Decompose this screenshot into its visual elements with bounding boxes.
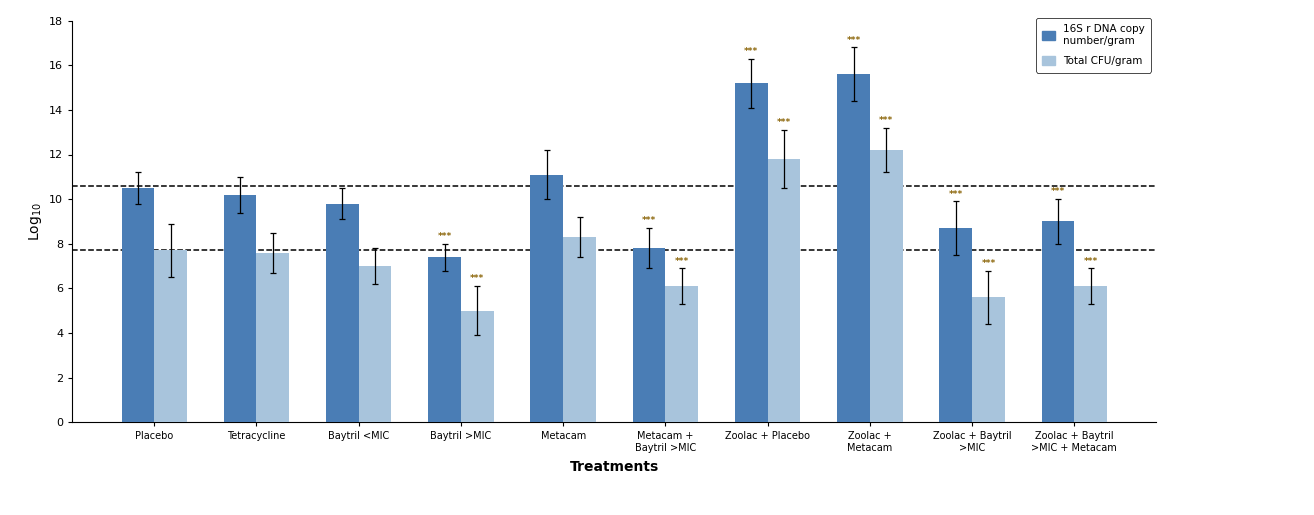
Bar bbox=[223, 195, 256, 422]
Text: ***: *** bbox=[949, 190, 963, 199]
Bar bbox=[665, 286, 698, 422]
Bar bbox=[1042, 221, 1075, 422]
Bar bbox=[461, 311, 494, 422]
Bar bbox=[940, 228, 972, 422]
Text: ***: *** bbox=[643, 216, 656, 226]
Y-axis label: Log$_{10}$: Log$_{10}$ bbox=[26, 202, 43, 241]
Text: ***: *** bbox=[846, 36, 861, 45]
Bar bbox=[154, 250, 187, 422]
Text: ***: *** bbox=[438, 232, 452, 241]
Text: ***: *** bbox=[744, 47, 758, 56]
Text: ***: *** bbox=[879, 116, 894, 125]
Bar bbox=[359, 266, 392, 422]
Bar bbox=[256, 253, 289, 422]
Text: ***: *** bbox=[1051, 187, 1066, 196]
Bar bbox=[837, 74, 870, 422]
Bar bbox=[767, 159, 800, 422]
Text: ***: *** bbox=[1084, 256, 1097, 266]
Bar bbox=[735, 83, 767, 422]
Bar bbox=[564, 237, 595, 422]
Bar bbox=[972, 297, 1005, 422]
Bar bbox=[633, 248, 665, 422]
Text: ***: *** bbox=[777, 118, 791, 127]
Bar bbox=[121, 188, 154, 422]
Bar bbox=[531, 175, 564, 422]
Text: ***: *** bbox=[982, 259, 996, 268]
X-axis label: Treatments: Treatments bbox=[570, 460, 658, 474]
Bar bbox=[428, 257, 461, 422]
Text: ***: *** bbox=[470, 274, 485, 283]
Legend: 16S r DNA copy
number/gram, Total CFU/gram: 16S r DNA copy number/gram, Total CFU/gr… bbox=[1035, 18, 1151, 73]
Bar bbox=[1075, 286, 1106, 422]
Bar bbox=[870, 150, 903, 422]
Bar bbox=[326, 203, 359, 422]
Text: ***: *** bbox=[674, 256, 689, 266]
